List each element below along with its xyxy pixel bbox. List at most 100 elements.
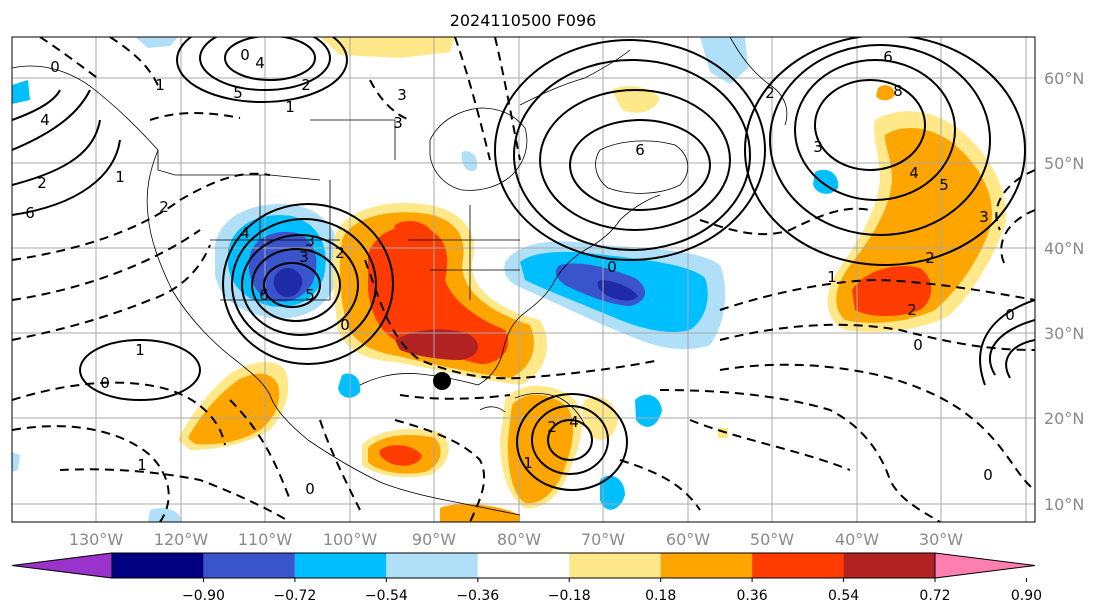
latitude-labels: 60°N 50°N 40°N 30°N 20°N 10°N xyxy=(1044,69,1084,514)
colorbar-tick-label: 0.36 xyxy=(737,588,768,604)
longitude-label: 100°W xyxy=(323,530,378,549)
contour-value-label: 2 xyxy=(37,174,47,192)
contour-value-label: 1 xyxy=(827,268,837,286)
contour-value-label: 0 xyxy=(305,480,315,498)
longitude-label: 40°W xyxy=(835,530,879,549)
contour-value-label: 5 xyxy=(233,84,243,102)
contour-value-label: 0 xyxy=(1005,306,1015,324)
positive-anomaly-mexico-pacific xyxy=(178,361,289,450)
contour-value-label: 2 xyxy=(907,301,917,319)
positive-anomaly-caribbean xyxy=(440,385,728,522)
negative-anomaly-north-pacific xyxy=(135,37,178,48)
colorbar-tick-label: 0.54 xyxy=(828,588,859,604)
colorbar-frame xyxy=(111,552,936,579)
positive-anomaly-central-america xyxy=(362,428,449,478)
colorbar-segment xyxy=(294,553,387,578)
colorbar-tick-label: −0.36 xyxy=(456,588,499,604)
contour-value-label: 3 xyxy=(305,232,315,250)
latitude-label: 10°N xyxy=(1044,495,1084,514)
negative-anomaly-greenland-tip xyxy=(700,37,748,84)
latitude-label: 50°N xyxy=(1044,154,1084,173)
solid-contours-eastern-canada xyxy=(494,39,766,261)
contour-value-label: 3 xyxy=(393,114,403,132)
colorbar: −0.90 −0.72 −0.54 −0.36 −0.18 0.18 0.36 0.54 0.7… xyxy=(11,552,1042,604)
contour-value-label: 2 xyxy=(925,249,935,267)
negative-anomaly-south xyxy=(600,475,625,510)
map-frame xyxy=(11,36,1036,523)
colorbar-segment xyxy=(203,553,295,578)
contour-value-label: 3 xyxy=(397,86,407,104)
storm-center-marker xyxy=(433,372,451,390)
negative-anomaly-north-atlantic-small xyxy=(813,169,839,194)
contour-lines xyxy=(12,37,1035,522)
colorbar-tick-label: 0.18 xyxy=(645,588,676,604)
contour-value-label: 1 xyxy=(135,341,145,359)
colorbar-tick-label: −0.54 xyxy=(365,588,408,604)
map-title: 2024110500 F096 xyxy=(450,11,597,30)
contour-value-label: 0 xyxy=(983,466,993,484)
contour-value-label: 1 xyxy=(285,98,295,116)
negative-anomaly-alaska xyxy=(12,80,30,104)
contour-value-label: 0 xyxy=(607,258,617,276)
solid-contours-western-low xyxy=(222,203,394,365)
colorbar-segment xyxy=(660,553,753,578)
longitude-label: 60°W xyxy=(666,530,710,549)
longitude-label: 70°W xyxy=(581,530,625,549)
contour-value-label: 1 xyxy=(137,456,147,474)
colorbar-segment xyxy=(386,553,478,578)
colorbar-extend-min xyxy=(11,552,113,579)
contour-value-label: 5 xyxy=(939,176,949,194)
contour-value-label: 4 xyxy=(255,54,265,72)
contour-value-label: 5 xyxy=(305,286,315,304)
longitude-labels: 130°W 120°W 110°W 100°W 90°W 80°W 70°W 60°W 50°W… xyxy=(69,530,963,549)
contour-value-label: 4 xyxy=(909,164,919,182)
contour-value-label: 6 xyxy=(25,204,35,222)
contour-value-label: 0 xyxy=(240,46,250,64)
dashed-contours xyxy=(12,37,1035,522)
colorbar-extend-max xyxy=(934,552,1036,579)
positive-anomaly-central-us-gulf xyxy=(332,203,548,385)
latitude-label: 60°N xyxy=(1044,69,1084,88)
longitude-label: 50°W xyxy=(750,530,794,549)
contour-value-label: 1 xyxy=(155,76,165,94)
longitude-label: 120°W xyxy=(154,530,209,549)
positive-anomaly-north-atlantic xyxy=(827,85,1006,332)
contour-value-label: 0 xyxy=(913,336,923,354)
contour-value-label: 1 xyxy=(115,168,125,186)
colorbar-tick-label: −0.72 xyxy=(273,588,316,604)
contour-value-label: 3 xyxy=(813,138,823,156)
contour-value-label: 3 xyxy=(979,208,989,226)
longitude-label: 80°W xyxy=(497,530,541,549)
colorbar-segment xyxy=(843,553,935,578)
contour-value-label: 4 xyxy=(40,111,50,129)
negative-anomaly-hudson xyxy=(461,151,478,172)
contour-value-label: 6 xyxy=(259,286,269,304)
negative-anomaly-caribbean-small xyxy=(635,394,662,427)
contour-value-label: 3 xyxy=(299,248,309,266)
colorbar-segment xyxy=(752,553,844,578)
anomaly-shading xyxy=(12,37,1006,522)
contour-value-label: 1 xyxy=(523,454,533,472)
colorbar-tick-label: 0.90 xyxy=(1011,588,1042,604)
contour-value-label: 0 xyxy=(50,58,60,76)
negative-anomaly-pacific-edge xyxy=(12,452,20,472)
contour-value-label: 2 xyxy=(159,198,169,216)
longitude-label: 130°W xyxy=(69,530,124,549)
longitude-label: 30°W xyxy=(919,530,963,549)
solid-contours-north-atlantic xyxy=(744,37,1026,266)
colorbar-segment xyxy=(477,553,570,578)
contour-value-label: 2 xyxy=(765,84,775,102)
solid-contours-pacific xyxy=(12,89,201,401)
latitude-label: 40°N xyxy=(1044,239,1084,258)
contour-value-label: 0 xyxy=(340,316,350,334)
positive-anomaly-labrador xyxy=(612,85,660,113)
solid-contours-north-high xyxy=(176,37,348,103)
contour-value-label: 2 xyxy=(335,244,345,262)
colorbar-tick-label: −0.18 xyxy=(548,588,591,604)
contour-value-label: 6 xyxy=(635,141,645,159)
colorbar-segment xyxy=(569,553,661,578)
colorbar-tick-label: −0.90 xyxy=(182,588,225,604)
contour-value-label: 8 xyxy=(893,82,903,100)
